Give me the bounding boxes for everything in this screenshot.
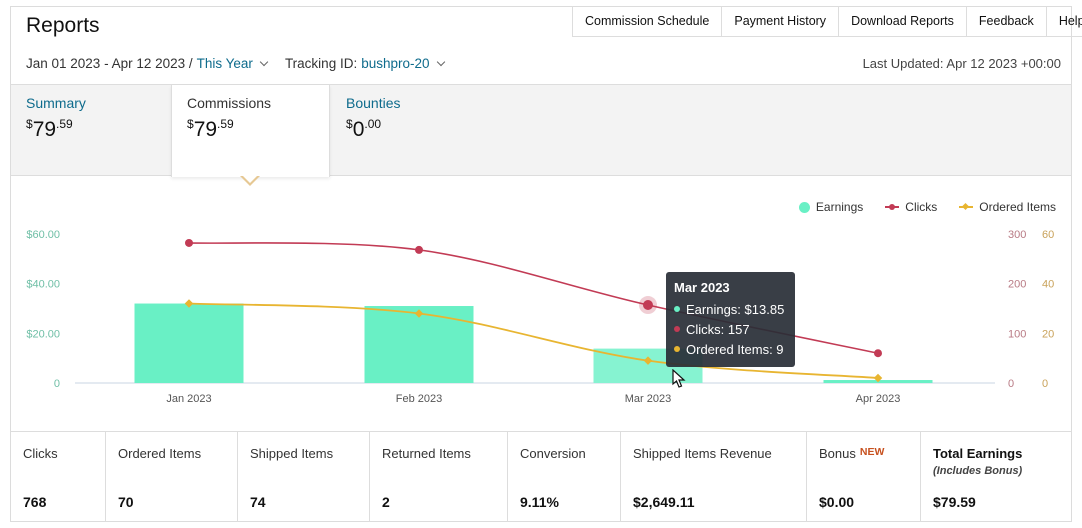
tab-bounties-label: Bounties [346, 95, 401, 111]
stat-returned-items: Returned Items 2 [370, 432, 508, 522]
legend-earnings[interactable]: Earnings [798, 200, 863, 214]
y-left-tick-label: $60.00 [26, 229, 60, 241]
stats-row: Clicks 768 Ordered Items 70 Shipped Item… [11, 431, 1071, 522]
y-right-clicks-tick-label: 100 [1008, 328, 1026, 340]
ordered-items-point [414, 309, 424, 318]
tab-summary-label: Summary [26, 95, 86, 111]
clicks-point [874, 349, 882, 358]
ordered-items-point [184, 299, 194, 308]
ordered-items-point [643, 356, 653, 365]
ordered-items-line [188, 302, 879, 379]
date-period-dropdown[interactable]: This Year [196, 56, 253, 71]
stat-shipped-items-revenue: Shipped Items Revenue $2,649.11 [621, 432, 807, 522]
commission-schedule-link[interactable]: Commission Schedule [573, 6, 723, 36]
x-tick-label: Apr 2023 [856, 393, 901, 405]
y-left-tick-label: $40.00 [26, 279, 60, 291]
x-tick-label: Jan 2023 [166, 393, 211, 405]
y-right-clicks-tick-label: 200 [1008, 279, 1026, 291]
y-left-tick-label: $20.00 [26, 328, 60, 340]
legend-clicks[interactable]: Clicks [885, 200, 937, 214]
tooltip-title: Mar 2023 [674, 280, 730, 295]
y-right-ordered-tick-label: 60 [1042, 229, 1054, 241]
tracking-id-dropdown[interactable]: bushpro-20 [361, 56, 430, 71]
ordered-items-point [873, 373, 883, 383]
tab-commissions-label: Commissions [187, 95, 272, 111]
clicks-point [185, 238, 193, 247]
tooltip-earnings: Earnings: $13.85 [674, 299, 787, 319]
stat-ordered-items: Ordered Items 70 [106, 432, 238, 522]
stat-bonus: Bonus NEW $0.00 [807, 432, 921, 522]
download-reports-link[interactable]: Download Reports [839, 6, 967, 36]
tracking-id-label: Tracking ID: [284, 56, 358, 71]
legend-ordered-items[interactable]: Ordered Items [959, 200, 1056, 214]
last-updated-text: Last Updated: Apr 12 2023 +00:00 [862, 56, 1061, 71]
tab-summary[interactable]: Summary $79.59 [11, 85, 171, 175]
report-filters: Jan 01 2023 - Apr 12 2023 / This Year Tr… [26, 56, 445, 71]
top-navigation: Commission Schedule Payment History Down… [572, 6, 1082, 37]
y-right-clicks-tick-label: 300 [1008, 229, 1026, 241]
payment-history-link[interactable]: Payment History [722, 6, 840, 36]
stat-shipped-items: Shipped Items 74 [238, 432, 370, 522]
new-badge: NEW [859, 446, 885, 458]
y-left-tick-label: 0 [54, 378, 60, 390]
mouse-pointer-icon [672, 369, 686, 388]
page-title: Reports [26, 14, 100, 37]
divider [10, 84, 1072, 85]
feedback-link[interactable]: Feedback [967, 6, 1047, 36]
clicks-point [415, 245, 423, 254]
stat-conversion: Conversion 9.11% [508, 432, 621, 522]
active-tab-caret-icon [240, 175, 260, 186]
tab-bounties[interactable]: Bounties $0.00 [331, 85, 491, 175]
stat-clicks: Clicks 768 [11, 432, 106, 522]
chart-legend: Earnings Clicks Ordered Items [777, 200, 1056, 214]
line-diamond-icon [959, 202, 974, 211]
tab-bounties-value: $0.00 [346, 117, 382, 141]
stat-total-earnings: Total Earnings (Includes Bonus) $79.59 [933, 446, 1023, 510]
circle-icon [798, 201, 810, 213]
y-right-ordered-tick-label: 40 [1042, 279, 1054, 291]
earnings-bar [134, 303, 244, 383]
chart-tooltip: Mar 2023 Earnings: $13.85 Clicks: 157 Or… [666, 272, 795, 367]
date-range-text: Jan 01 2023 - Apr 12 2023 / [26, 56, 193, 71]
line-marker-icon [885, 204, 900, 210]
tooltip-clicks: Clicks: 157 [674, 319, 787, 339]
clicks-point [643, 300, 653, 311]
y-right-clicks-tick-label: 0 [1008, 378, 1014, 390]
help-link[interactable]: Help [1047, 6, 1082, 36]
tooltip-ordered-items: Ordered Items: 9 [674, 339, 787, 359]
tab-commissions[interactable]: Commissions $79.59 [171, 85, 330, 177]
y-right-ordered-tick-label: 20 [1042, 328, 1054, 340]
tab-summary-value: $79.59 [26, 117, 73, 141]
y-right-ordered-tick-label: 0 [1042, 378, 1048, 390]
tab-commissions-value: $79.59 [187, 117, 234, 141]
x-tick-label: Mar 2023 [625, 393, 671, 405]
x-tick-label: Feb 2023 [396, 393, 442, 405]
